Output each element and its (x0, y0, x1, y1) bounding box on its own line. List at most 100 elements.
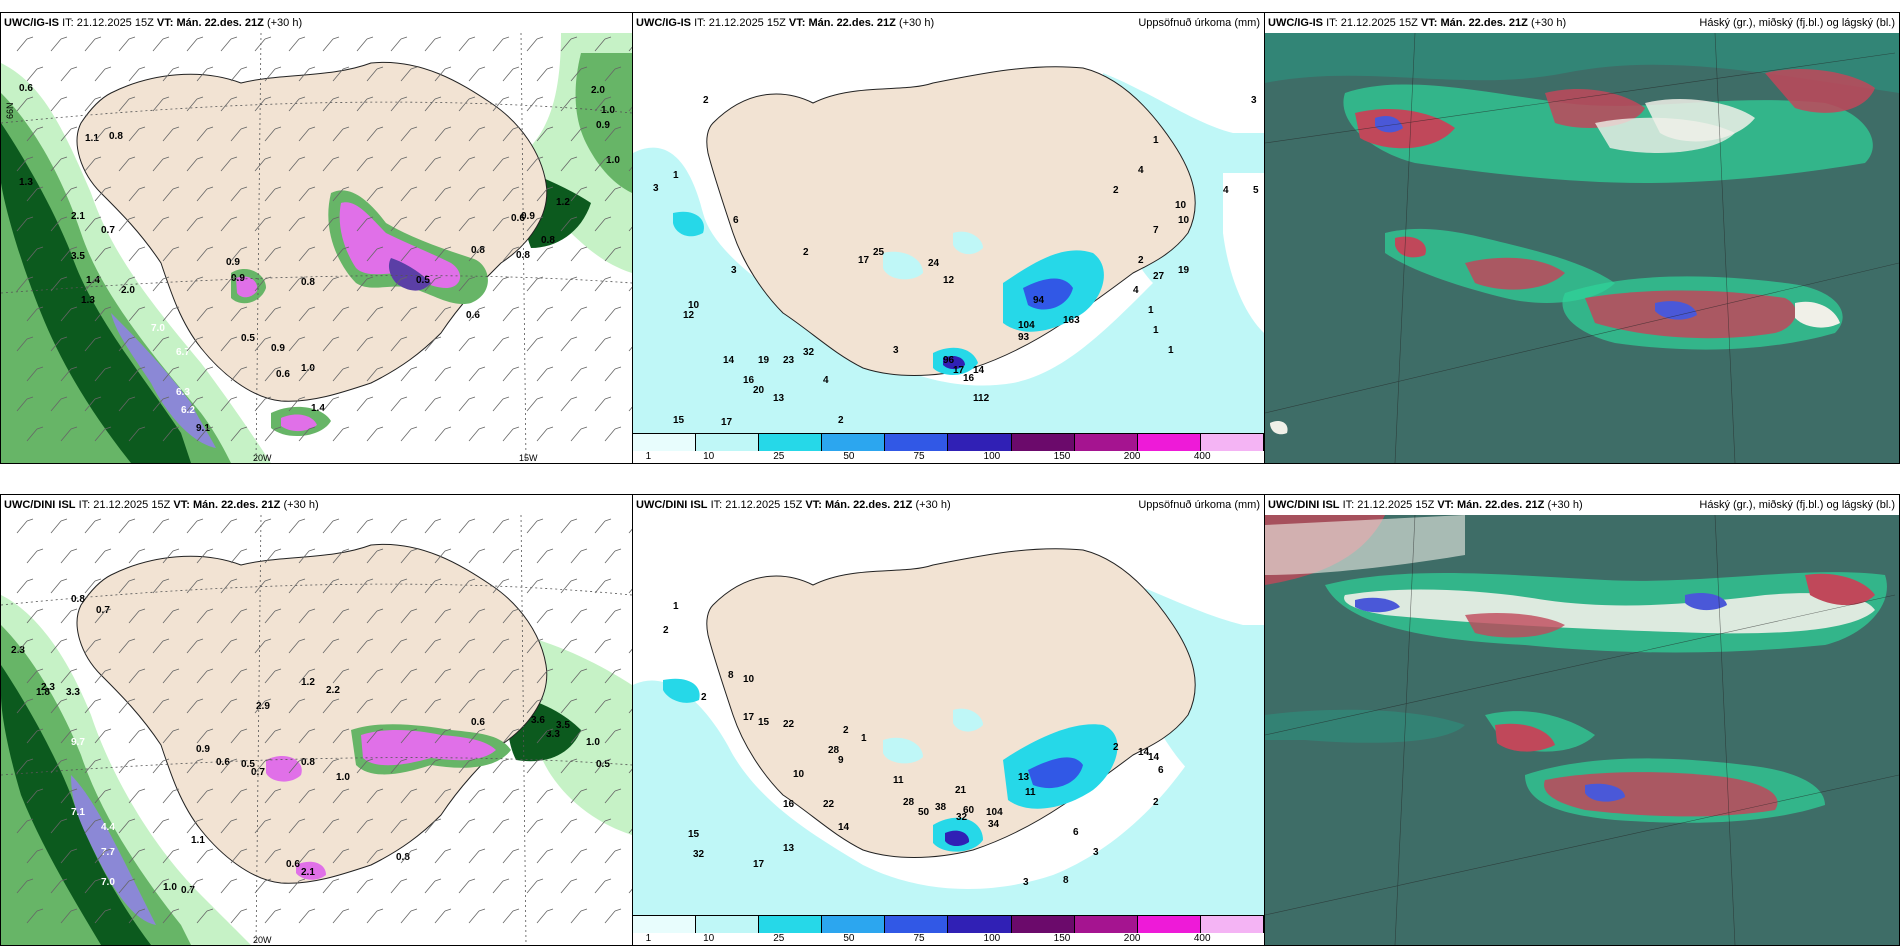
value-label: 19 (1178, 265, 1190, 276)
wind-barb (118, 818, 136, 834)
wind-barb (400, 548, 418, 564)
value-label: 4 (823, 375, 829, 386)
wind-barb (264, 306, 282, 322)
value-label: 1.2 (301, 677, 315, 688)
wind-barb (220, 818, 238, 834)
wind-barb (128, 548, 146, 564)
wind-barb (468, 608, 486, 624)
map-title: Háský (gr.), miðský (fj.bl.) og lágský (… (1699, 499, 1895, 511)
wind-barb (220, 276, 238, 292)
wind-barb (186, 216, 204, 232)
wind-barb (298, 426, 316, 442)
wind-barb (492, 518, 510, 534)
wind-barb (560, 578, 578, 594)
legend-tick-label: 75 (913, 933, 925, 944)
wind-barb (366, 426, 384, 442)
wind-barb (356, 396, 374, 412)
wind-barb (468, 668, 486, 684)
wind-barb (560, 638, 578, 654)
wind-barb (594, 878, 612, 894)
wind-barb (118, 396, 136, 412)
wind-barb (254, 878, 272, 894)
value-label: 17 (721, 417, 733, 428)
wind-barb (570, 66, 588, 82)
wind-barb (594, 578, 612, 594)
value-label: 34 (988, 819, 1000, 830)
wind-barb (94, 186, 112, 202)
panel-bottom-right: UWC/DINI ISL IT: 21.12.2025 15Z VT: Mán.… (1264, 494, 1900, 946)
value-label: 8 (1063, 875, 1069, 886)
wind-barb (434, 668, 452, 684)
wind-barb (526, 698, 544, 714)
wind-barb (356, 276, 374, 292)
wind-barb (196, 908, 214, 924)
wind-barb (230, 548, 248, 564)
wind-barb (220, 96, 238, 112)
wind-barb (560, 758, 578, 774)
wind-barb (536, 186, 554, 202)
wind-barb (118, 36, 136, 52)
wind-barb (492, 698, 510, 714)
wind-barb (468, 246, 486, 262)
wind-barb (356, 698, 374, 714)
value-label: 4 (1223, 185, 1229, 196)
value-label: 21 (955, 785, 967, 796)
wind-barb (492, 336, 510, 352)
wind-barb (390, 878, 408, 894)
wind-barb (322, 396, 340, 412)
wind-barb (526, 578, 544, 594)
wind-barb (356, 216, 374, 232)
wind-barb (424, 36, 442, 52)
wind-barb (264, 608, 282, 624)
wind-barb (16, 36, 34, 52)
wind-barb (26, 788, 44, 804)
wind-barb (434, 66, 452, 82)
wind-barb (468, 306, 486, 322)
wind-barb (288, 276, 306, 292)
wind-barb (196, 608, 214, 624)
wind-barb (220, 156, 238, 172)
wind-barb (332, 548, 350, 564)
value-label: 10 (793, 769, 805, 780)
wind-barb (94, 306, 112, 322)
value-label: 12 (943, 275, 955, 286)
wind-barb (196, 848, 214, 864)
value-label: 2.3 (11, 645, 25, 656)
wind-barb (400, 246, 418, 262)
value-label: 1 (861, 733, 867, 744)
wind-barb (458, 396, 476, 412)
wind-barb (128, 66, 146, 82)
wind-barb (16, 216, 34, 232)
value-label: 15 (688, 829, 700, 840)
legend-swatch (948, 915, 1012, 933)
wind-barb (604, 788, 622, 804)
wind-barb (604, 246, 622, 262)
wind-barb (298, 186, 316, 202)
wind-barb (424, 578, 442, 594)
value-label: 14 (838, 822, 850, 833)
value-label: 16 (783, 799, 795, 810)
wind-barb (26, 668, 44, 684)
wind-barb (94, 366, 112, 382)
wind-barb (298, 366, 316, 382)
wind-barb (162, 186, 180, 202)
wind-barb (128, 186, 146, 202)
wind-barb (26, 306, 44, 322)
wind-barb (26, 66, 44, 82)
wind-barb (128, 366, 146, 382)
wind-barb (298, 126, 316, 142)
wind-barb (162, 126, 180, 142)
wind-barb (390, 276, 408, 292)
wind-barb (84, 758, 102, 774)
wind-barb (230, 788, 248, 804)
wind-barb (492, 638, 510, 654)
wind-barb (26, 548, 44, 564)
wind-barb (570, 908, 588, 924)
wind-barb (196, 426, 214, 442)
panel-top-left: UWC/IG-IS IT: 21.12.2025 15Z VT: Mán. 22… (0, 12, 633, 464)
wind-barb (356, 878, 374, 894)
wind-barb (94, 66, 112, 82)
value-label: 0.7 (96, 605, 110, 616)
value-label: 2 (701, 692, 707, 703)
